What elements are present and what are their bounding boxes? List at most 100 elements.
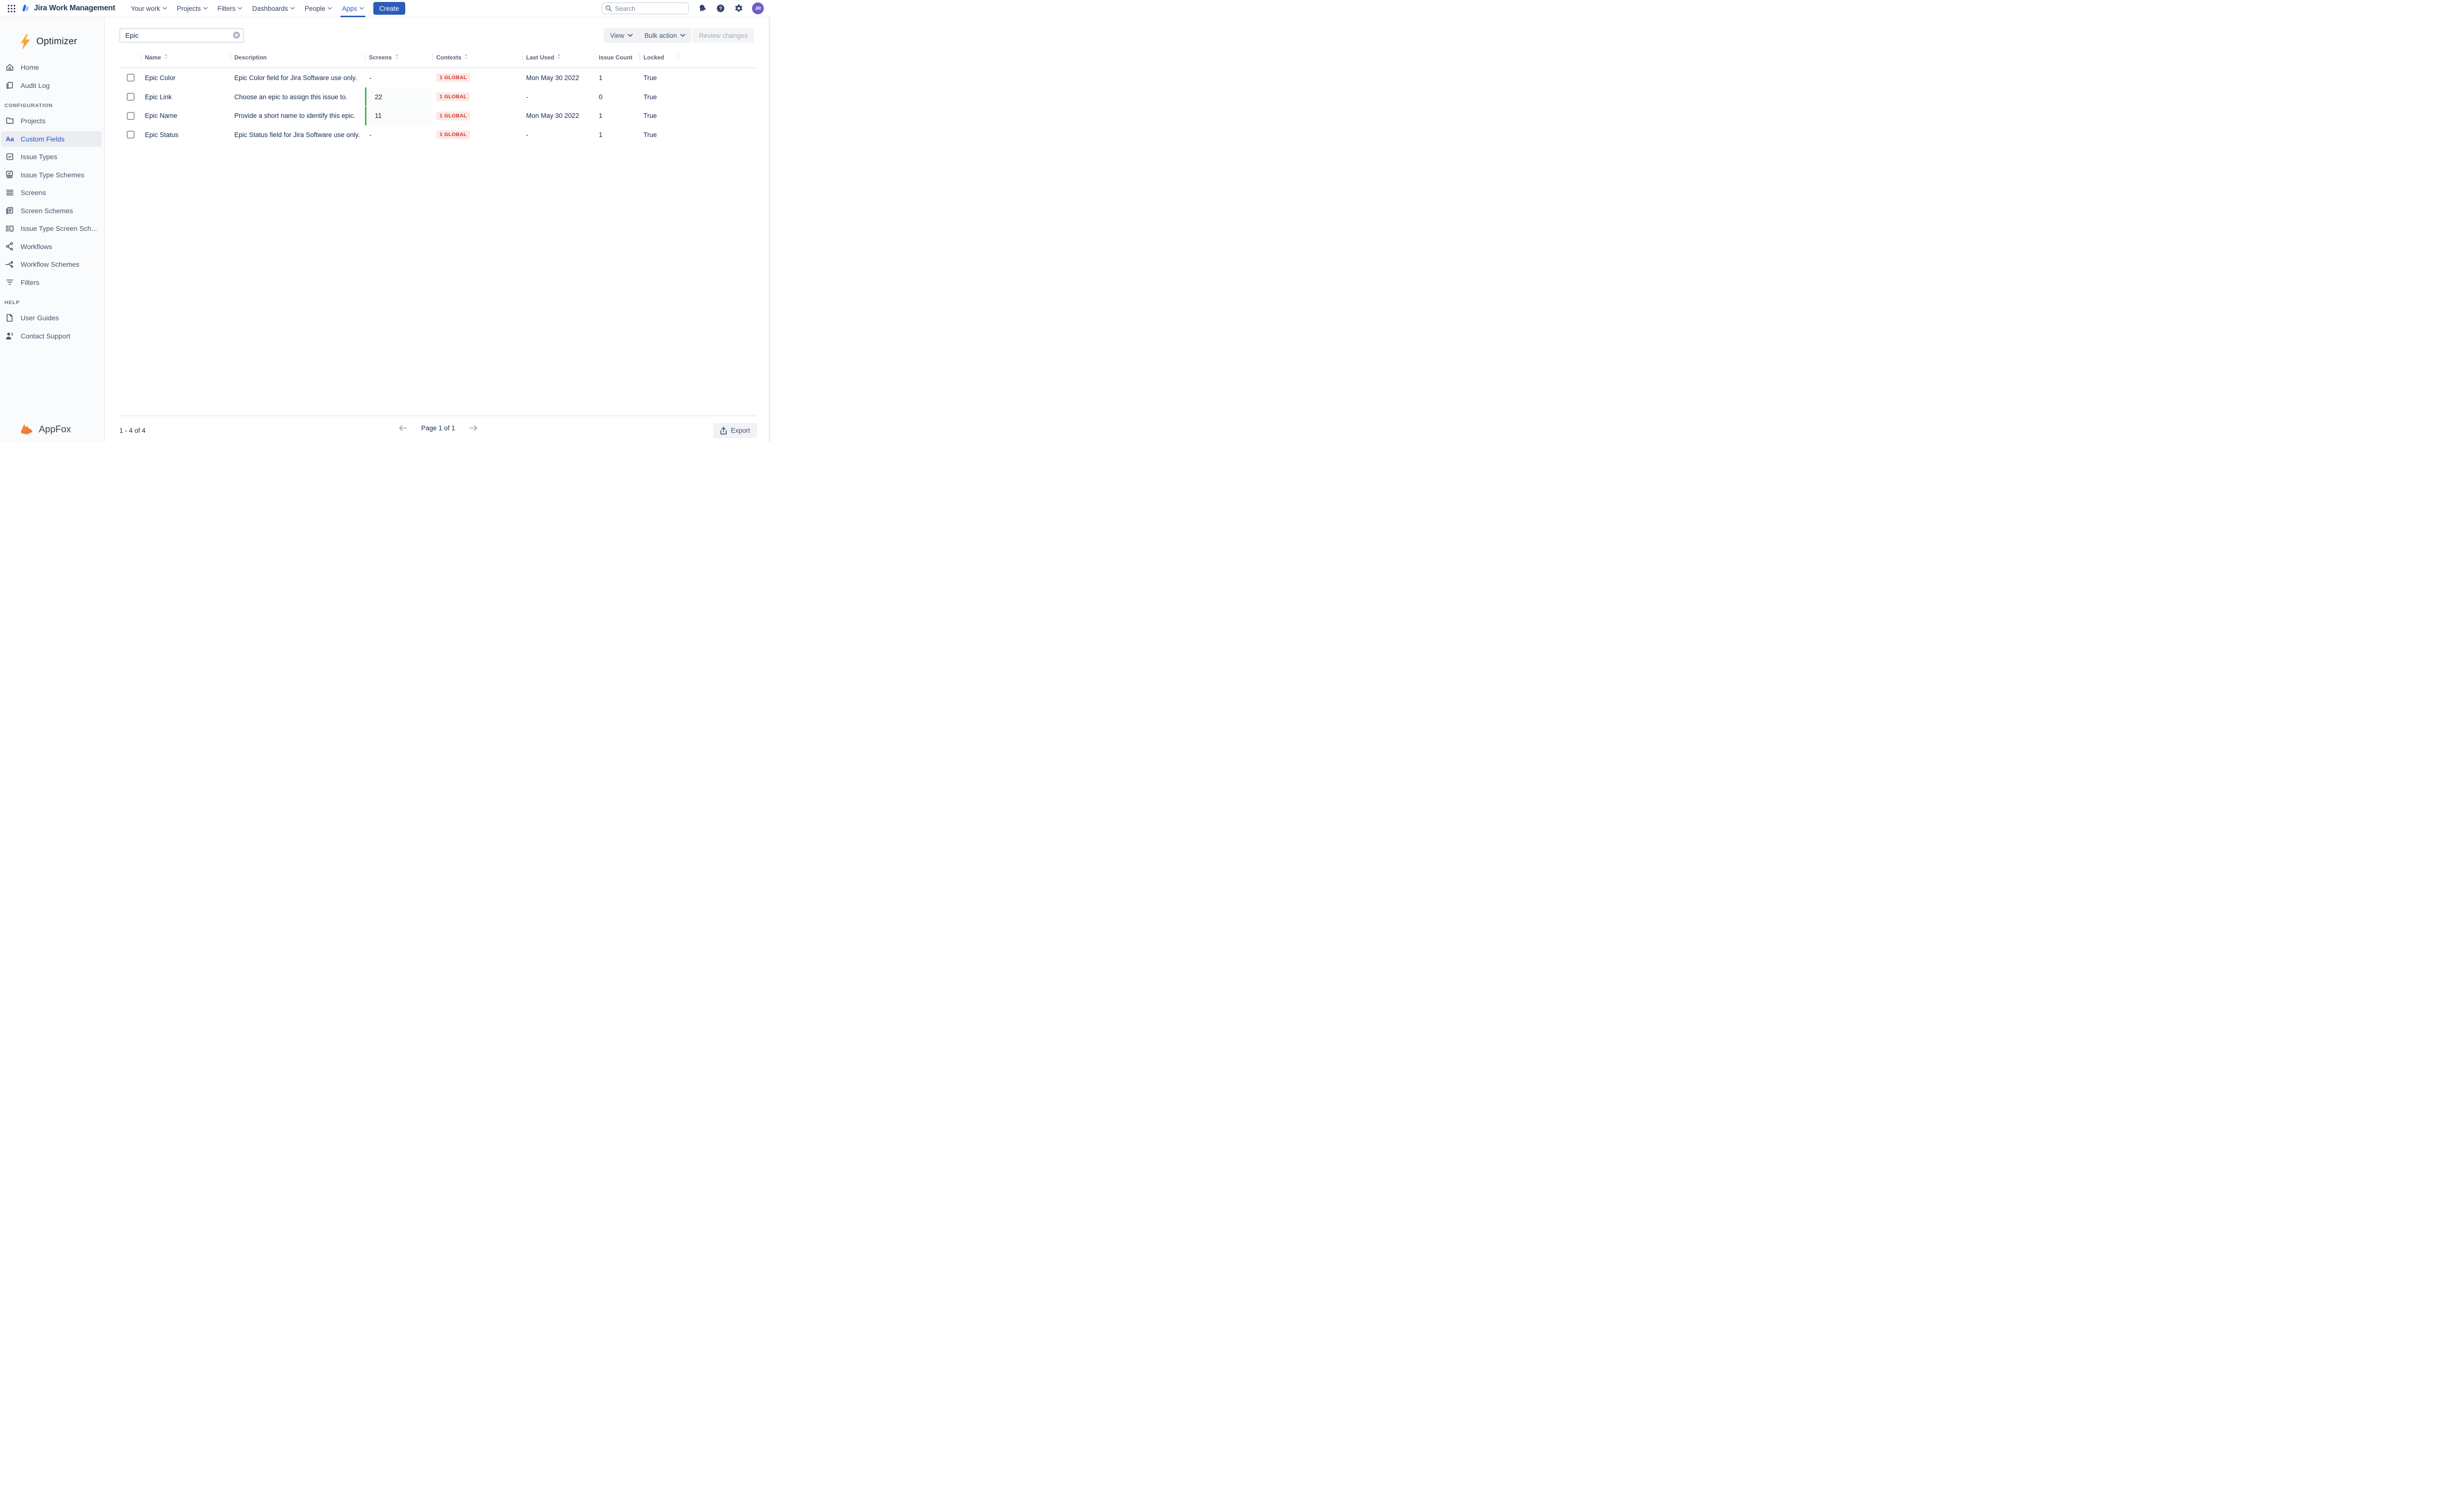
sidebar-item[interactable]: Home xyxy=(0,58,104,77)
issue-types-icon xyxy=(4,152,15,162)
jira-logo[interactable]: Jira Work Management xyxy=(21,4,115,13)
issue-type-schemes-icon xyxy=(4,169,15,180)
cell-last-used: - xyxy=(526,131,529,139)
column-label: Contexts xyxy=(436,54,462,61)
column-label: Name xyxy=(145,54,161,61)
row-checkbox[interactable] xyxy=(127,74,135,82)
user-avatar[interactable]: JR xyxy=(752,2,764,14)
sidebar: Optimizer Home Audit Log CONFIGURATION P… xyxy=(0,17,105,442)
sort-icon xyxy=(164,54,168,61)
sidebar-item[interactable]: Screen Schemes xyxy=(0,202,104,220)
product-title: Jira Work Management xyxy=(34,4,115,12)
table-header-cell[interactable]: Description xyxy=(230,51,365,63)
top-menu-item[interactable]: People xyxy=(300,0,337,17)
column-label: Description xyxy=(234,54,267,61)
column-label: Screens xyxy=(369,54,392,61)
top-menu-item[interactable]: Apps xyxy=(337,0,369,17)
page-scrollbar[interactable] xyxy=(769,17,770,442)
sidebar-item-label: Filters xyxy=(21,278,40,286)
table-header-cell[interactable]: Last Used xyxy=(522,51,595,63)
global-search xyxy=(602,2,689,14)
cell-screens: 11 xyxy=(365,106,432,125)
sidebar-item-label: Workflow Schemes xyxy=(21,260,80,269)
appfox-brand-text: AppFox xyxy=(39,424,71,435)
cell-screens: - xyxy=(365,68,432,87)
cell-name: Epic Status xyxy=(145,131,179,139)
table-row: Epic Name Provide a short name to identi… xyxy=(119,106,757,125)
cell-description: Choose an epic to assign this issue to. xyxy=(234,93,348,101)
field-search-input[interactable] xyxy=(119,28,244,43)
sidebar-item-label: Screen Schemes xyxy=(21,206,73,215)
page-indicator: Page 1 of 1 xyxy=(421,424,455,432)
table-row: Epic Status Epic Status field for Jira S… xyxy=(119,125,757,144)
top-menu-label: Dashboards xyxy=(252,4,288,12)
next-page-icon[interactable] xyxy=(468,424,478,432)
sidebar-item[interactable]: Issue Types xyxy=(0,148,104,166)
chevron-down-icon xyxy=(203,7,208,10)
sidebar-item[interactable]: User Guides xyxy=(0,309,104,327)
custom-fields-table: Name Description Screens xyxy=(119,51,757,144)
top-menu-label: Projects xyxy=(176,4,201,12)
table-header-cell[interactable]: Locked xyxy=(640,51,678,63)
optimizer-logo: Optimizer xyxy=(0,29,104,55)
view-button-label: View xyxy=(610,31,624,39)
sidebar-item[interactable]: Projects xyxy=(0,112,104,130)
top-menu-label: Filters xyxy=(217,4,236,12)
sort-icon xyxy=(395,54,399,61)
cell-issue-count: 0 xyxy=(599,93,603,101)
column-label: Locked xyxy=(643,54,665,61)
sidebar-item[interactable]: Audit Log xyxy=(0,77,104,95)
clear-search-icon[interactable] xyxy=(233,31,240,39)
sidebar-item-label: Custom Fields xyxy=(21,135,65,143)
top-menu-item[interactable]: Your work xyxy=(126,0,172,17)
pagination: Page 1 of 1 xyxy=(119,424,757,432)
bulk-action-button[interactable]: Bulk action xyxy=(638,28,692,43)
sidebar-item[interactable]: Contact Support xyxy=(0,327,104,345)
table-header-cell[interactable]: Name xyxy=(141,51,230,63)
app-name: Optimizer xyxy=(36,36,78,47)
sidebar-item[interactable]: Screens xyxy=(0,184,104,202)
export-button[interactable]: Export xyxy=(713,423,757,438)
sidebar-item[interactable]: Issue Type Screen Sch... xyxy=(0,220,104,238)
top-menu-item[interactable]: Projects xyxy=(172,0,213,17)
top-menu-item[interactable]: Filters xyxy=(213,0,248,17)
settings-gear-icon[interactable] xyxy=(734,4,743,13)
app-switcher-grid-icon[interactable] xyxy=(7,4,16,13)
help-icon[interactable]: ? xyxy=(716,4,725,13)
table-header-cell[interactable]: Screens xyxy=(365,51,432,63)
view-button[interactable]: View xyxy=(603,28,639,43)
sidebar-configuration-nav: Projects Aa Custom Fields Issue Types Is… xyxy=(0,112,104,291)
screen-schemes-icon xyxy=(4,205,15,216)
table-row: Epic Color Epic Color field for Jira Sof… xyxy=(119,68,757,87)
workflow-schemes-icon xyxy=(4,259,15,270)
result-range: 1 - 4 of 4 xyxy=(119,427,146,434)
screens-value: 11 xyxy=(365,106,431,125)
cell-contexts: 1 GLOBAL xyxy=(432,73,522,83)
bulk-action-button-label: Bulk action xyxy=(644,31,677,39)
cell-description: Provide a short name to identify this ep… xyxy=(234,112,356,120)
top-menu-item[interactable]: Dashboards xyxy=(247,0,300,17)
global-search-input[interactable] xyxy=(602,2,689,14)
table-header-cell[interactable]: Issue Count xyxy=(595,51,640,63)
previous-page-icon[interactable] xyxy=(398,424,408,432)
sidebar-item-label: Screens xyxy=(21,189,46,197)
row-checkbox[interactable] xyxy=(127,131,135,139)
cell-issue-count: 1 xyxy=(599,74,603,82)
notifications-bell-icon[interactable] xyxy=(698,4,707,13)
sidebar-item[interactable]: Filters xyxy=(0,274,104,292)
row-checkbox[interactable] xyxy=(127,93,135,101)
sidebar-help-nav: User Guides Contact Support xyxy=(0,309,104,345)
sidebar-item[interactable]: Issue Type Schemes xyxy=(0,166,104,184)
review-changes-button[interactable]: Review changes xyxy=(692,28,754,43)
create-button[interactable]: Create xyxy=(373,2,405,15)
table-header-cell[interactable]: Contexts xyxy=(432,51,522,63)
row-checkbox[interactable] xyxy=(127,112,135,120)
cell-locked: True xyxy=(643,112,657,120)
sidebar-item[interactable]: Aa Custom Fields xyxy=(0,130,104,148)
sidebar-item[interactable]: Workflows xyxy=(0,238,104,256)
sidebar-item-label: Home xyxy=(21,63,39,72)
sidebar-item[interactable]: Workflow Schemes xyxy=(0,255,104,274)
home-icon xyxy=(4,62,15,73)
context-badge: 1 GLOBAL xyxy=(436,111,471,120)
chevron-down-icon xyxy=(238,7,243,10)
